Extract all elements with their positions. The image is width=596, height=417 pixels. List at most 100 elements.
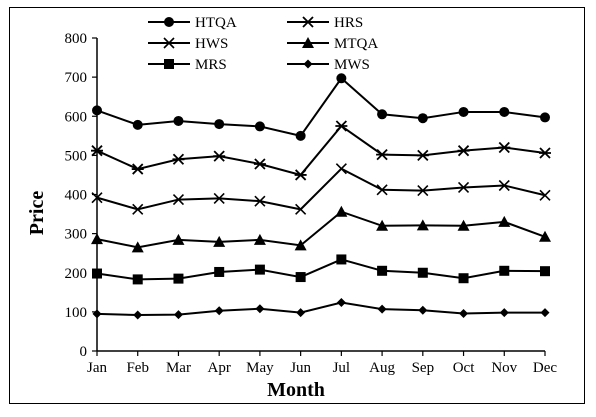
y-tick-label: 700 xyxy=(65,70,88,86)
data-point-hrs xyxy=(253,158,266,170)
data-point-mrs xyxy=(499,265,510,276)
data-point-htqa xyxy=(417,113,428,124)
data-point-htqa xyxy=(540,112,550,123)
data-point-hrs xyxy=(539,147,551,159)
data-point-hrs xyxy=(457,145,470,157)
data-point-mws xyxy=(499,308,509,318)
data-point-hrs xyxy=(376,148,389,161)
legend-item-hws: HWS xyxy=(148,36,228,52)
data-point-hrs xyxy=(294,169,307,181)
legend-label: HWS xyxy=(195,36,228,52)
data-point-hws xyxy=(172,194,185,206)
series-hws xyxy=(91,163,551,215)
x-tick-label: Apr xyxy=(208,360,231,376)
data-point-htqa xyxy=(336,73,347,84)
data-point-mrs xyxy=(92,268,102,279)
series-line-mtqa xyxy=(96,210,546,249)
legend-label: MWS xyxy=(334,57,370,73)
series-line-mws xyxy=(96,301,545,317)
legend-marker xyxy=(164,59,174,69)
data-point-mws xyxy=(296,308,306,318)
legend-item-htqa: HTQA xyxy=(148,15,237,31)
axes xyxy=(96,38,545,352)
data-point-hws xyxy=(457,181,470,194)
data-point-mrs xyxy=(417,267,428,278)
data-point-mrs xyxy=(458,273,469,284)
data-point-hws xyxy=(335,163,347,175)
legend-marker xyxy=(303,59,313,69)
data-point-hrs xyxy=(131,163,144,175)
y-tick-label: 0 xyxy=(80,344,88,360)
data-point-hws xyxy=(91,192,103,204)
data-point-hws xyxy=(132,203,144,215)
data-point-mtqa xyxy=(416,219,429,231)
x-tick-label: Jan xyxy=(87,360,107,376)
x-ticks: Jan Feb Mar Apr May Jun Jul Aug Sep Oct Nov Dec xyxy=(87,351,557,376)
x-axis-title: Month xyxy=(267,379,325,401)
legend-marker xyxy=(163,37,175,49)
legend-marker xyxy=(164,17,174,27)
data-point-mrs xyxy=(295,272,306,283)
data-point-hws xyxy=(295,203,307,215)
y-axis-title: Price xyxy=(26,191,48,236)
legend-label: HTQA xyxy=(195,15,237,31)
data-point-mtqa xyxy=(457,219,470,231)
y-tick-label: 800 xyxy=(65,31,88,47)
data-point-htqa xyxy=(173,115,184,126)
y-tick-label: 600 xyxy=(65,109,88,125)
data-point-mws xyxy=(255,304,265,314)
data-point-mtqa xyxy=(335,205,348,217)
data-point-htqa xyxy=(132,119,143,130)
data-point-mws xyxy=(459,308,469,318)
data-point-mrs xyxy=(214,266,225,277)
legend-marker xyxy=(302,16,314,28)
data-point-hws xyxy=(376,184,388,196)
x-tick-label: May xyxy=(246,360,274,376)
data-point-mtqa xyxy=(91,233,103,245)
data-point-htqa xyxy=(254,121,265,132)
data-point-mrs xyxy=(132,274,143,285)
data-point-mtqa xyxy=(498,215,511,227)
data-point-mtqa xyxy=(172,233,185,245)
data-point-mws xyxy=(377,304,387,314)
x-tick-label: Dec xyxy=(533,360,557,376)
data-point-hws xyxy=(254,195,266,207)
x-tick-label: Feb xyxy=(126,360,149,376)
series-htqa xyxy=(92,73,550,141)
data-point-htqa xyxy=(377,109,388,120)
data-point-mtqa xyxy=(376,219,389,231)
legend-item-mrs: MRS xyxy=(148,57,227,73)
data-point-hrs xyxy=(335,120,348,132)
series-line-hws xyxy=(96,167,546,211)
line-chart: HTQA HRS HWS MTQA MRS MWS 0 100 200 300 400 500 600… xyxy=(26,15,557,401)
data-point-mws xyxy=(418,305,428,315)
series-line-hrs xyxy=(96,124,546,177)
data-point-hws xyxy=(539,189,551,201)
y-tick-label: 400 xyxy=(65,188,88,204)
x-tick-label: Nov xyxy=(491,360,517,376)
y-tick-label: 500 xyxy=(65,148,88,164)
legend-label: MTQA xyxy=(334,36,378,52)
data-point-hws xyxy=(213,192,225,204)
data-point-mrs xyxy=(254,264,265,275)
data-point-hrs xyxy=(498,141,511,154)
data-point-mtqa xyxy=(253,233,266,245)
data-point-mws xyxy=(540,308,550,318)
legend-marker xyxy=(302,37,314,48)
x-tick-label: Oct xyxy=(453,360,475,376)
data-point-htqa xyxy=(214,119,225,130)
data-point-hrs xyxy=(213,150,226,162)
legend-label: HRS xyxy=(334,15,363,31)
data-point-mrs xyxy=(540,266,550,277)
data-point-hrs xyxy=(91,145,103,157)
legend-item-hrs: HRS xyxy=(287,15,363,31)
chart-frame: HTQA HRS HWS MTQA MRS MWS 0 100 200 300 400 500 600… xyxy=(9,7,585,404)
data-point-mtqa xyxy=(131,241,144,253)
data-point-hrs xyxy=(416,149,429,162)
y-ticks: 0 100 200 300 400 500 600 700 800 xyxy=(65,31,97,360)
data-point-mws xyxy=(92,309,102,319)
series-mrs xyxy=(92,254,550,285)
y-tick-label: 300 xyxy=(65,227,88,243)
x-tick-label: Jun xyxy=(290,360,311,376)
y-tick-label: 100 xyxy=(65,305,88,321)
